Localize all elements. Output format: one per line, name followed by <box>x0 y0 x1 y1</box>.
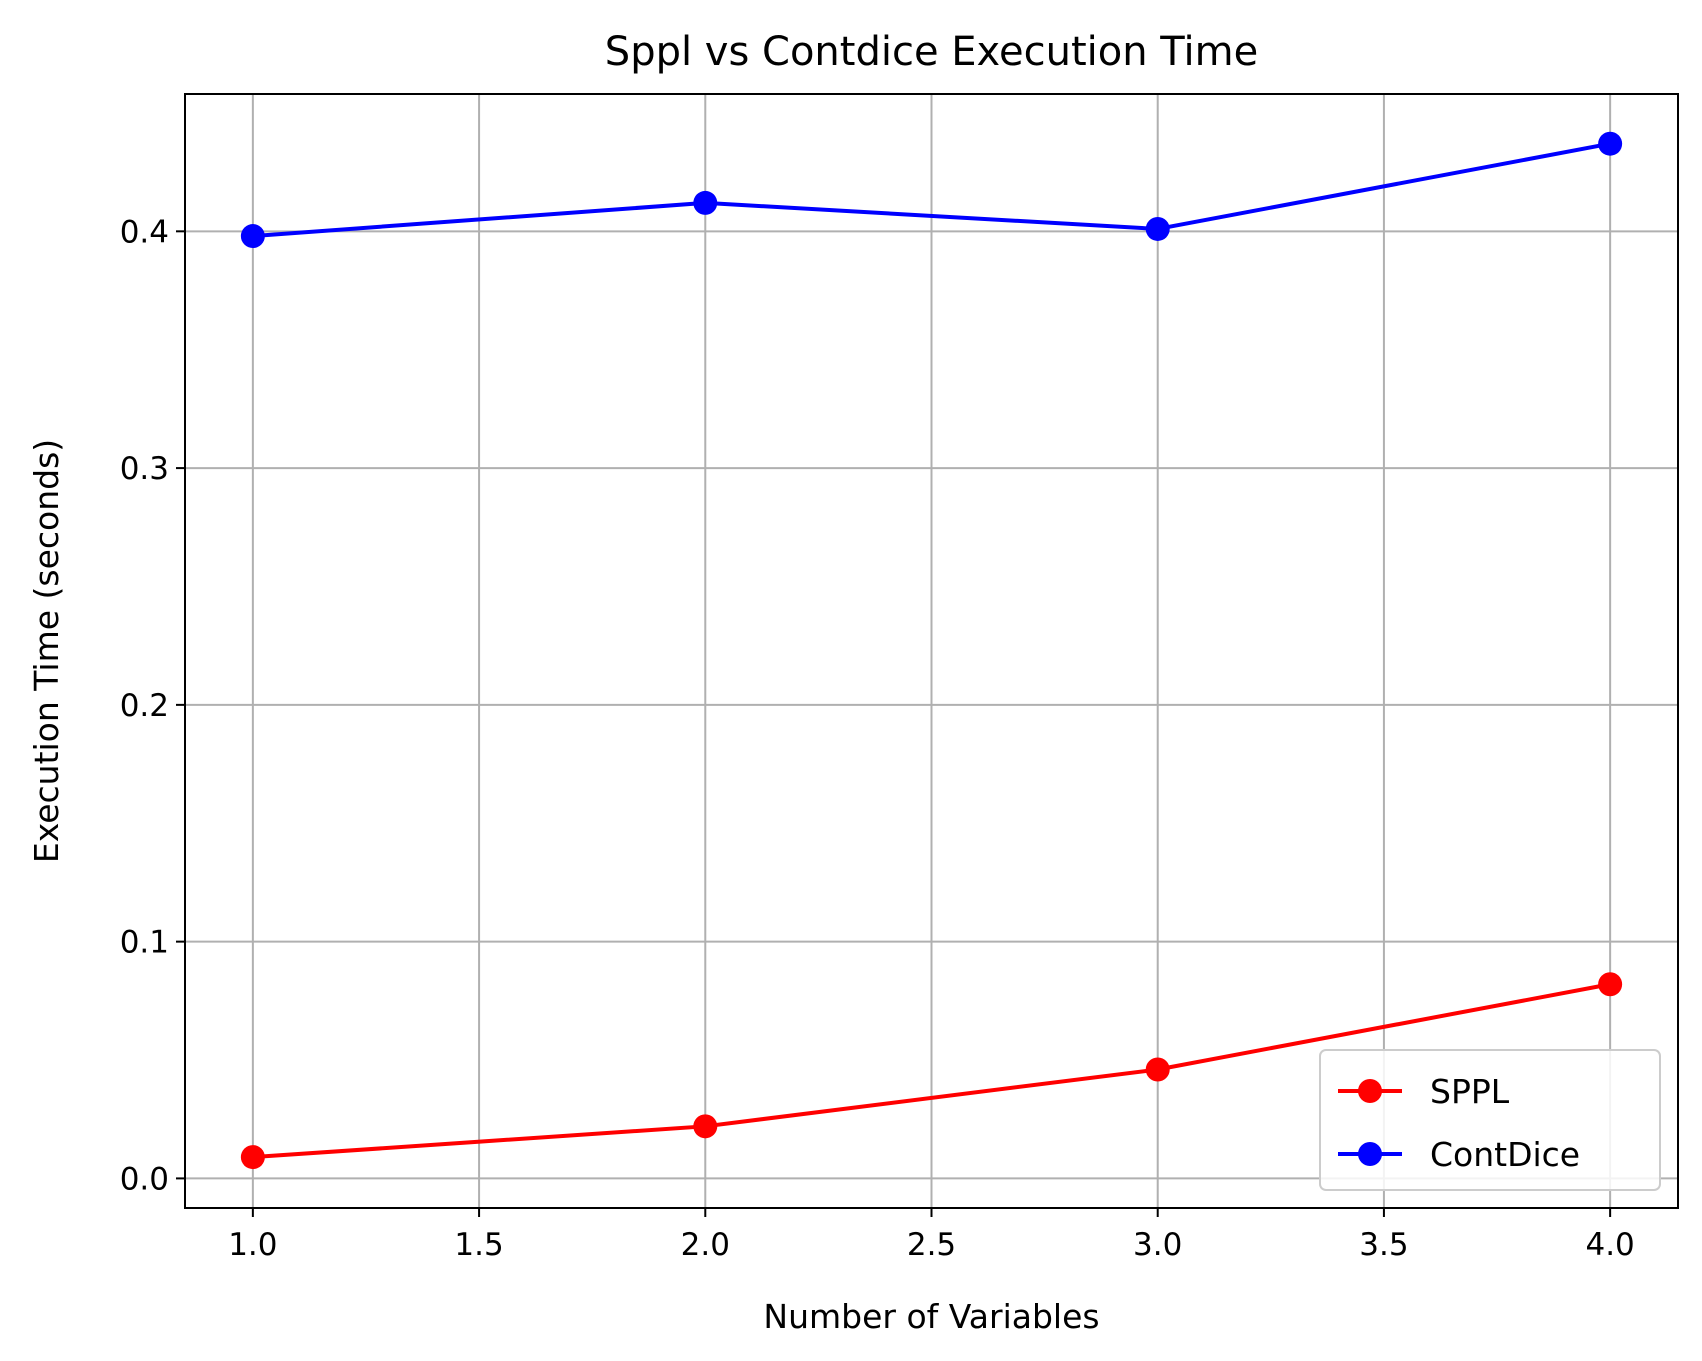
legend-item-sppl: SPPL <box>1338 1072 1510 1111</box>
y-tick-label: 0.1 <box>120 925 169 961</box>
legend-label: ContDice <box>1430 1135 1580 1174</box>
legend: SPPL ContDice <box>1319 1049 1661 1191</box>
data-point-contdice <box>1598 131 1623 156</box>
data-point-contdice <box>693 190 718 215</box>
x-tick-label: 2.5 <box>907 1227 956 1263</box>
series-contdice <box>240 131 1623 249</box>
y-tick-label: 0.2 <box>120 688 169 724</box>
data-point-sppl <box>1598 972 1623 997</box>
chart-title: Sppl vs Contdice Execution Time <box>605 29 1258 75</box>
x-tick-label: 3.0 <box>1133 1227 1182 1263</box>
legend-swatch-marker <box>1358 1079 1382 1103</box>
x-tick-label: 4.0 <box>1585 1227 1634 1263</box>
y-tick-label: 0.3 <box>120 451 169 487</box>
data-point-sppl <box>693 1114 718 1139</box>
y-axis-title: Execution Time (seconds) <box>27 439 66 863</box>
x-tick-label: 1.0 <box>228 1227 277 1263</box>
series-line-sppl <box>252 982 1611 1160</box>
data-point-contdice <box>1145 216 1170 241</box>
series-sppl <box>240 972 1623 1170</box>
y-tick-label: 0.0 <box>120 1161 169 1197</box>
legend-item-contdice: ContDice <box>1338 1135 1580 1174</box>
x-tick-label: 2.0 <box>681 1227 730 1263</box>
data-point-sppl <box>1145 1057 1170 1082</box>
data-point-contdice <box>240 224 265 249</box>
series-layer <box>240 131 1623 1170</box>
legend-box <box>1319 1049 1661 1191</box>
x-tick-label: 1.5 <box>454 1227 503 1263</box>
data-point-sppl <box>240 1145 265 1170</box>
ticks: 1.0 1.5 2.0 2.5 3.0 3.5 4.0 0.0 0.1 0.2 0.3 0.4 <box>120 214 1635 1263</box>
series-line-contdice <box>252 141 1611 239</box>
grid <box>185 94 1678 1208</box>
y-tick-label: 0.4 <box>120 214 169 250</box>
legend-label: SPPL <box>1430 1072 1510 1111</box>
x-tick-label: 3.5 <box>1359 1227 1408 1263</box>
legend-swatch-marker <box>1358 1142 1382 1166</box>
x-axis-title: Number of Variables <box>763 1297 1099 1336</box>
